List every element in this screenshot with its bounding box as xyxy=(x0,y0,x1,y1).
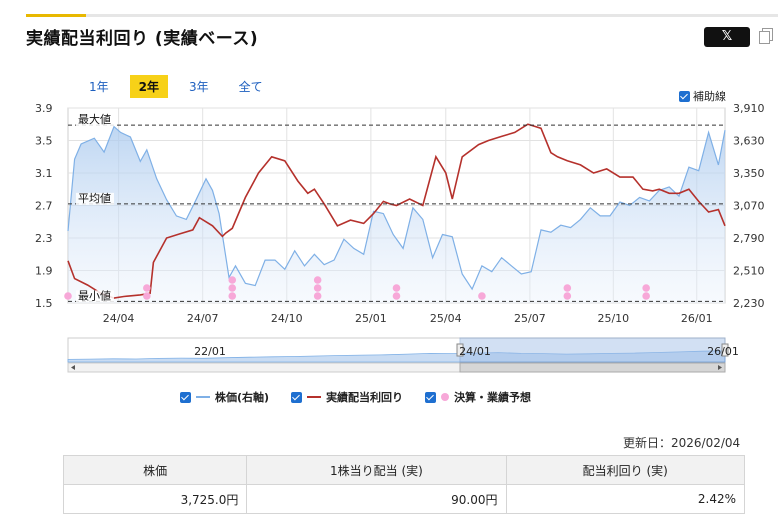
y-left-tick-label: 1.9 xyxy=(35,265,53,278)
tab-2y[interactable]: 2年 xyxy=(129,75,168,98)
reference-label: 最小値 xyxy=(78,289,111,302)
event-marker[interactable] xyxy=(228,284,237,292)
navigator-series xyxy=(67,350,726,363)
yield-line xyxy=(67,123,726,299)
event-marker[interactable] xyxy=(143,284,151,292)
reference-label-bg xyxy=(76,114,114,127)
legend-yield-checkbox[interactable] xyxy=(291,391,303,403)
event-marker[interactable] xyxy=(392,292,401,300)
y-right-tick-label: 2,510 xyxy=(733,265,765,278)
event-marker[interactable] xyxy=(313,292,322,300)
legend-events[interactable]: 決算・業績予想 xyxy=(425,389,531,405)
title-underline xyxy=(26,14,778,17)
reference-label: 最大値 xyxy=(78,112,111,126)
y-left-tick-label: 2.3 xyxy=(35,232,53,245)
scroll-right-arrow-icon[interactable] xyxy=(718,365,722,370)
navigator-handle-right[interactable] xyxy=(721,343,729,357)
event-marker[interactable] xyxy=(563,284,572,292)
event-marker[interactable] xyxy=(563,292,572,300)
price-area xyxy=(68,126,725,303)
legend-price[interactable]: 株価(右軸) xyxy=(180,389,269,405)
x-tick-label: 24/10 xyxy=(271,312,303,325)
x-tick-label: 25/01 xyxy=(355,312,387,325)
navigator-label: 24/01 xyxy=(459,345,491,358)
event-marker[interactable] xyxy=(642,292,650,300)
summary-table: 株価 1株当り配当 (実) 配当利回り (実) 3,725.0円 90.00円 … xyxy=(62,455,746,514)
tab-3y[interactable]: 3年 xyxy=(189,80,209,94)
header-yield: 配当利回り (実) xyxy=(505,455,746,485)
x-tick-label: 26/01 xyxy=(681,312,713,325)
aux-line-label: 補助線 xyxy=(693,90,726,103)
scroll-left-arrow-icon[interactable] xyxy=(71,365,75,370)
tab-all[interactable]: 全て xyxy=(238,80,263,94)
chart-legend: 株価(右軸) 実績配当利回り 決算・業績予想 xyxy=(180,389,531,405)
updated-date: 更新日：2026/02/04 xyxy=(623,436,741,450)
legend-price-line xyxy=(196,396,210,398)
legend-events-checkbox[interactable] xyxy=(425,391,437,403)
aux-line-toggle[interactable]: 補助線 xyxy=(679,88,726,104)
share-x-button[interactable]: 𝕏 xyxy=(704,27,750,47)
legend-price-checkbox[interactable] xyxy=(180,391,191,403)
copy-icon[interactable] xyxy=(759,28,773,44)
y-left-tick-label: 1.5 xyxy=(35,297,53,310)
value-dividend: 90.00円 xyxy=(246,484,507,514)
yield-chart: 3.9 3.5 3.1 2.7 2.3 1.9 1.5 3,910 3,630 3,350 3,07… xyxy=(35,102,765,373)
event-marker[interactable] xyxy=(64,292,72,300)
legend-yield-line xyxy=(307,396,322,398)
x-tick-label: 24/07 xyxy=(187,312,219,325)
period-tabs: 1年 2年 3年 全て xyxy=(80,75,284,98)
event-marker[interactable] xyxy=(392,284,401,292)
header-price: 株価 xyxy=(62,455,248,485)
title-underline-accent xyxy=(26,14,86,17)
y-right-tick-label: 2,790 xyxy=(733,232,765,245)
event-marker[interactable] xyxy=(228,292,237,300)
navigator-selection[interactable] xyxy=(459,337,726,363)
navigator-label: 22/01 xyxy=(194,345,226,358)
legend-events-label: 決算・業績予想 xyxy=(454,391,532,404)
event-marker[interactable] xyxy=(313,284,322,292)
summary-header-row: 株価 1株当り配当 (実) 配当利回り (実) xyxy=(62,455,746,485)
x-tick-label: 25/07 xyxy=(514,312,546,325)
event-marker[interactable] xyxy=(228,276,237,284)
value-yield: 2.42% xyxy=(505,484,746,514)
event-marker[interactable] xyxy=(478,292,486,300)
y-right-tick-label: 3,910 xyxy=(733,102,765,115)
legend-yield-label: 実績配当利回り xyxy=(326,391,404,404)
event-marker[interactable] xyxy=(143,292,151,300)
x-tick-label: 25/10 xyxy=(597,312,629,325)
reference-label-bg xyxy=(76,192,114,205)
x-tick-label: 24/04 xyxy=(103,312,135,325)
y-right-tick-label: 2,230 xyxy=(733,297,765,310)
legend-yield[interactable]: 実績配当利回り xyxy=(291,389,403,405)
y-left-tick-label: 3.5 xyxy=(35,135,53,148)
page-title: 実績配当利回り (実績ベース) xyxy=(26,29,259,49)
y-right-tick-label: 3,350 xyxy=(733,167,765,180)
reference-label-bg xyxy=(76,290,114,303)
event-marker[interactable] xyxy=(642,284,650,292)
summary-value-row: 3,725.0円 90.00円 2.42% xyxy=(62,484,746,514)
navigator-handle-left[interactable] xyxy=(456,343,464,357)
value-price: 3,725.0円 xyxy=(62,484,248,514)
navigator-label: 26/01 xyxy=(707,345,739,358)
y-left-tick-label: 3.1 xyxy=(35,167,53,180)
navigator-scrollbar-thumb[interactable] xyxy=(459,362,726,373)
y-left-tick-label: 2.7 xyxy=(35,200,53,213)
reference-label: 平均値 xyxy=(78,192,111,205)
legend-price-label: 株価(右軸) xyxy=(215,391,270,404)
legend-events-dot xyxy=(441,393,450,401)
x-tick-label: 25/04 xyxy=(430,312,462,325)
price-line xyxy=(67,125,726,291)
y-right-tick-label: 3,070 xyxy=(733,200,765,213)
y-left-tick-label: 3.9 xyxy=(35,102,53,115)
y-right-tick-label: 3,630 xyxy=(733,135,765,148)
event-marker[interactable] xyxy=(313,276,322,284)
aux-line-checkbox[interactable] xyxy=(679,90,690,102)
header-dividend: 1株当り配当 (実) xyxy=(246,455,507,485)
tab-1y[interactable]: 1年 xyxy=(89,80,109,94)
